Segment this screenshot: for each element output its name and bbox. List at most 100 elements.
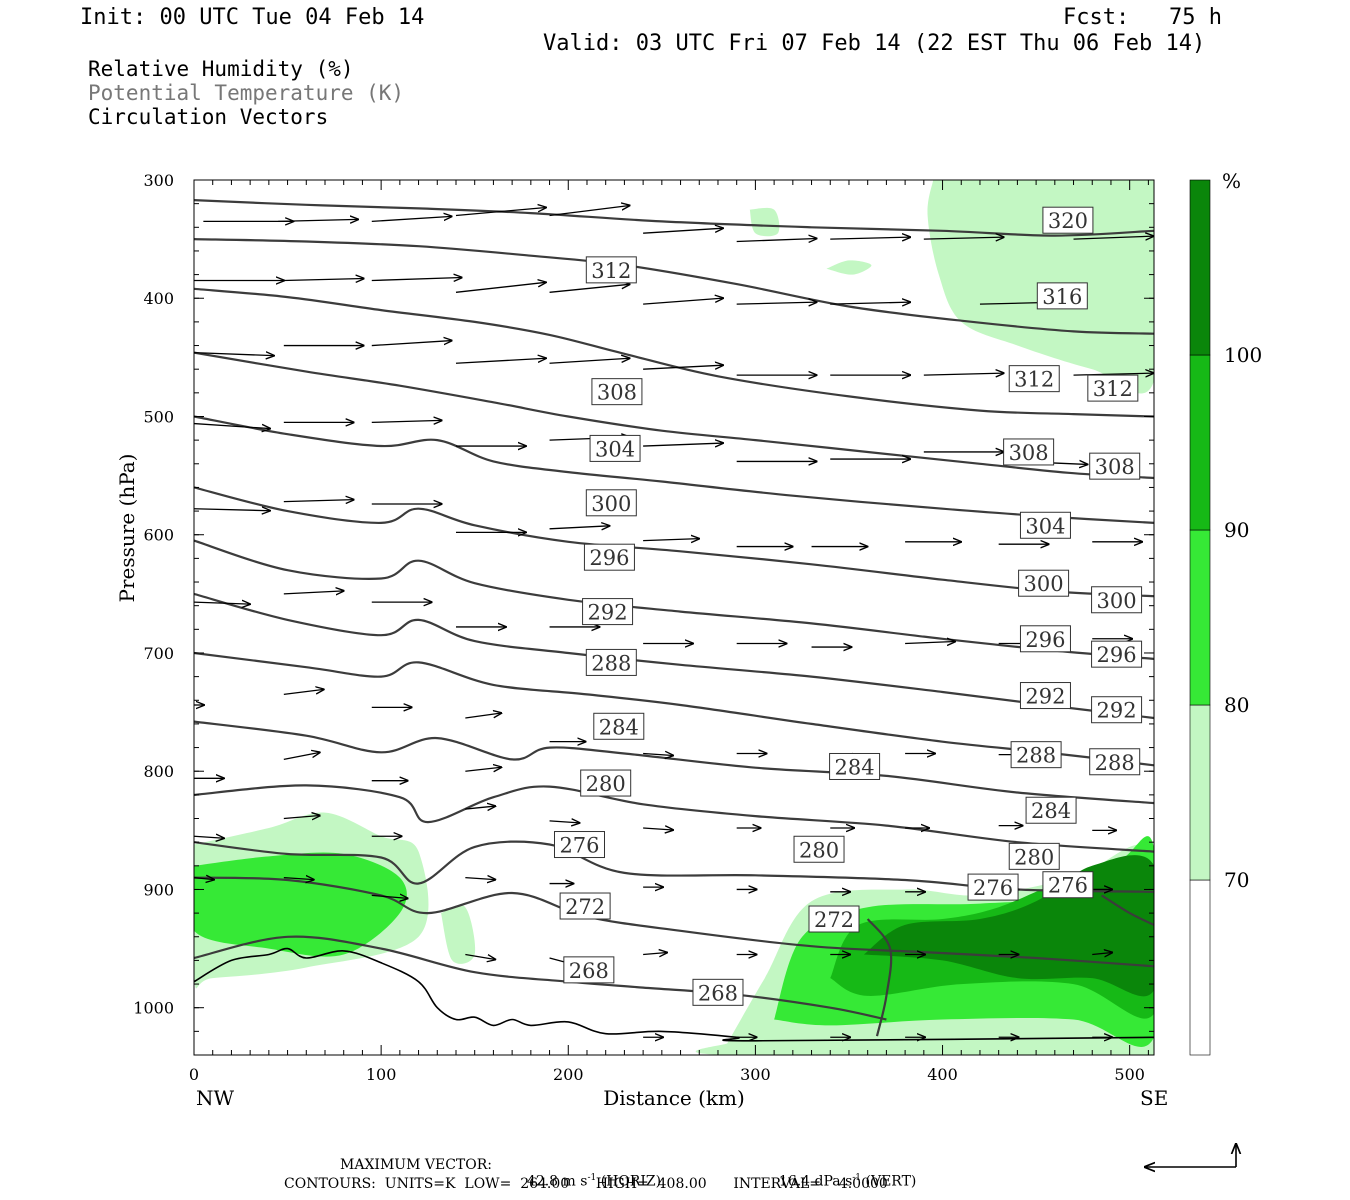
circulation-vector: [830, 237, 910, 239]
svg-text:288: 288: [1095, 751, 1135, 775]
rh-region-70: [749, 207, 780, 237]
contour-label-316: 316: [1036, 282, 1088, 310]
contour-label-308: 308: [1089, 452, 1141, 480]
reference-vector-icon: [1145, 1144, 1236, 1167]
max-vector-horiz: 42.8 m s-1 (HORIZ): [518, 1157, 661, 1190]
circulation-vector: [736, 238, 817, 241]
contour-label-288: 288: [1089, 748, 1141, 776]
svg-text:280: 280: [1014, 845, 1054, 869]
circulation-vector: [643, 952, 667, 954]
x-tick-label: 0: [189, 1065, 199, 1084]
circulation-vector: [643, 298, 723, 305]
y-tick-label: 700: [143, 644, 174, 663]
valid-time: Valid: 03 UTC Fri 07 Feb 14 (22 EST Thu …: [543, 31, 1206, 56]
theta-contour-316: [194, 238, 1154, 335]
theta-contour-300: [194, 486, 1154, 598]
circulation-vector: [465, 713, 501, 719]
svg-text:268: 268: [698, 981, 738, 1005]
relative-humidity-fill: [194, 180, 1154, 1055]
svg-text:276: 276: [973, 876, 1013, 900]
colorbar-swatch: [1189, 704, 1211, 881]
colorbar-unit: %: [1222, 169, 1241, 193]
circulation-vector: [194, 353, 274, 356]
theta-contour-312: [194, 287, 1154, 418]
svg-text:276: 276: [1048, 874, 1088, 898]
max-vector-horiz-value: 42.8 m s: [526, 1173, 588, 1190]
theta-contour: [866, 918, 893, 1037]
contour-label-312: 312: [1087, 374, 1139, 402]
x-end-label-left: NW: [196, 1086, 235, 1110]
y-tick-label: 900: [143, 880, 174, 899]
contour-label-272: 272: [808, 905, 860, 933]
circulation-vector: [194, 422, 270, 429]
rh-region-70: [826, 260, 872, 275]
y-tick-label: 1000: [133, 999, 174, 1018]
circulation-vector: [283, 279, 364, 281]
colorbar-swatch: [1189, 879, 1211, 1056]
x-tick-label: 500: [1114, 1065, 1145, 1084]
circulation-vector: [194, 602, 250, 604]
circulation-vector: [1073, 373, 1154, 375]
contour-label-276: 276: [967, 873, 1019, 901]
legend-relative-humidity: Relative Humidity (%): [88, 57, 354, 81]
contour-label-308: 308: [591, 378, 643, 406]
theta-contour-292: [194, 592, 1154, 720]
contour-label-304: 304: [589, 434, 641, 462]
init-time: Init: 00 UTC Tue 04 Feb 14: [80, 5, 425, 30]
circulation-vector: [549, 526, 610, 529]
contour-label-284: 284: [1025, 796, 1077, 824]
y-tick-label: 600: [143, 526, 174, 545]
svg-text:304: 304: [595, 437, 635, 461]
circulation-vector: [371, 216, 452, 223]
svg-text:300: 300: [1097, 589, 1137, 613]
contour-label-292: 292: [1091, 696, 1143, 724]
contour-labels: 320 316 312 312 312 308 308 308 304 304 300 300 300 2…: [553, 206, 1143, 1006]
contour-label-268: 268: [563, 956, 615, 984]
theta-contour: [1101, 894, 1154, 926]
svg-text:292: 292: [1097, 699, 1137, 723]
circulation-vector: [278, 219, 358, 221]
svg-text:284: 284: [599, 715, 639, 739]
circulation-vector: [283, 500, 354, 502]
theta-contour-304: [194, 415, 1154, 524]
contour-label-288: 288: [585, 648, 637, 676]
max-vector-horiz-exp: -1: [587, 1173, 597, 1183]
circulation-vector: [465, 806, 495, 809]
y-tick-label: 400: [143, 289, 174, 308]
circulation-vector: [371, 895, 408, 898]
forecast-hour: Fcst: 75 h: [1063, 5, 1222, 30]
colorbar: 70 80 90 100: [1189, 179, 1262, 1056]
x-tick-label: 400: [927, 1065, 958, 1084]
svg-text:280: 280: [799, 838, 839, 862]
circulation-vector: [283, 878, 314, 880]
svg-text:308: 308: [1095, 455, 1135, 479]
svg-text:296: 296: [589, 546, 629, 570]
theta-contour-308: [194, 351, 1154, 480]
circulation-vector: [465, 767, 501, 771]
x-tick-label: 200: [553, 1065, 584, 1084]
x-end-label-right: SE: [1140, 1086, 1168, 1110]
svg-text:292: 292: [588, 601, 628, 625]
max-vector-horiz-tag: (HORIZ): [600, 1173, 662, 1190]
x-axis-label: Distance (km): [603, 1086, 745, 1110]
svg-text:316: 316: [1042, 285, 1082, 309]
circulation-vectors: [194, 205, 1154, 1037]
y-tick-label: 500: [143, 407, 174, 426]
svg-text:320: 320: [1048, 209, 1088, 233]
svg-text:272: 272: [565, 895, 605, 919]
theta-contour-272: [194, 876, 1154, 968]
svg-text:288: 288: [1016, 744, 1056, 768]
colorbar-tick-label: 70: [1224, 868, 1249, 892]
axes: 300 400 500 600 700 800 900 1000 0 100 200 300 400 50…: [133, 171, 1154, 1084]
theta-contour-276: [194, 840, 1154, 893]
contour-label-272: 272: [559, 892, 611, 920]
svg-text:284: 284: [1031, 799, 1071, 823]
circulation-vector: [194, 878, 214, 880]
contour-label-280: 280: [1008, 842, 1060, 870]
legend-potential-temperature: Potential Temperature (K): [88, 81, 405, 105]
circulation-vector: [283, 816, 320, 819]
circulation-vector: [643, 753, 673, 755]
legend-circulation-vectors: Circulation Vectors: [88, 105, 329, 129]
colorbar-tick-label: 90: [1224, 518, 1249, 542]
